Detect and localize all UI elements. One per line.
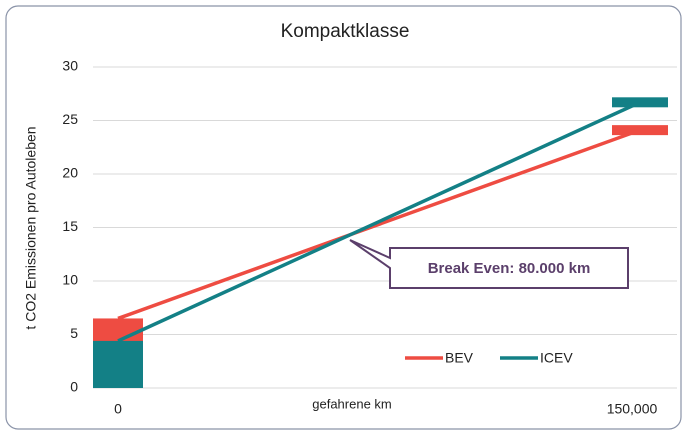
series-line xyxy=(117,128,641,321)
x-tick-label: 0 xyxy=(114,401,122,417)
annotation: Break Even: 80.000 km xyxy=(349,239,629,289)
legend-label: ICEV xyxy=(540,350,573,366)
annotation-box xyxy=(349,239,629,289)
chart-frame xyxy=(5,5,682,430)
y-tick-label: 0 xyxy=(70,379,78,395)
y-tick-label: 25 xyxy=(62,111,78,127)
chart-title: Kompaktklasse xyxy=(281,21,410,42)
x-tick-label: 150,000 xyxy=(607,401,658,417)
y-tick-label: 10 xyxy=(62,272,78,288)
y-tick-label: 20 xyxy=(62,165,78,181)
y-axis-label: t CO2 Emissionen pro Autoleben xyxy=(23,126,39,329)
y-tick-label: 5 xyxy=(70,325,78,341)
y-tick-label: 15 xyxy=(62,218,78,234)
x-axis-label: gefahrene km xyxy=(312,396,392,411)
series-line xyxy=(117,100,641,343)
y-tick-label: 30 xyxy=(62,58,78,74)
annotation-text: Break Even: 80.000 km xyxy=(428,260,591,277)
legend-label: BEV xyxy=(445,350,474,366)
start-bar xyxy=(93,340,143,388)
